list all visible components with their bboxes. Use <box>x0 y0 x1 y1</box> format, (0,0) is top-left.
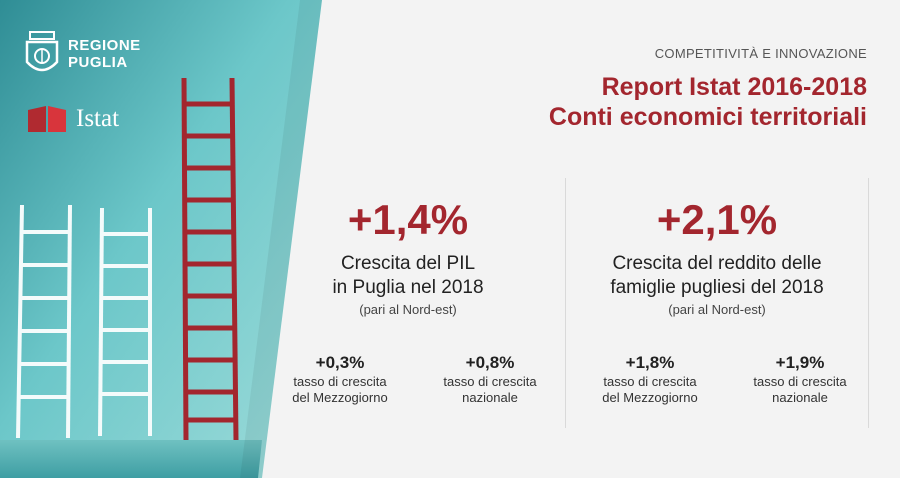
reddito-description: Crescita del reddito delle famiglie pugl… <box>587 252 847 300</box>
red-ladder <box>181 77 239 441</box>
reddito-desc-line-1: Crescita del reddito delle <box>612 253 822 274</box>
pil-value: +1,4% <box>347 196 469 243</box>
reddito-desc-line-2: famiglie pugliesi del 2018 <box>610 277 824 298</box>
title-line-2: Conti economici territoriali <box>548 103 867 131</box>
reddito-mezzogiorno-stat: +1,8% tasso di crescita del Mezzogiorno <box>580 352 720 406</box>
regione-label: REGIONE <box>68 37 141 54</box>
pil-desc-line-1: Crescita del PIL <box>340 253 476 274</box>
stat-label-line-1: tasso di crescita <box>603 374 697 389</box>
white-ladder-middle <box>98 207 152 437</box>
istat-mark-icon <box>28 106 66 132</box>
crest-icon <box>25 31 59 72</box>
pil-description: Crescita del PIL in Puglia nel 2018 <box>278 252 538 300</box>
pil-desc-line-2: in Puglia nel 2018 <box>332 277 484 298</box>
stat-label-line-2: del Mezzogiorno <box>602 390 698 405</box>
stat-label-line-1: tasso di crescita <box>443 374 537 389</box>
stat-label: tasso di crescita del Mezzogiorno <box>580 374 720 406</box>
stat-value: +0,3% <box>315 353 365 372</box>
section-kicker: COMPETITIVITÀ E INNOVAZIONE <box>654 46 867 61</box>
pil-nazionale-stat: +0,8% tasso di crescita nazionale <box>420 352 560 406</box>
pil-note: (pari al Nord-est) <box>359 302 457 317</box>
pil-panel: +1,4% Crescita del PIL in Puglia nel 201… <box>278 196 538 317</box>
pil-mezzogiorno-stat: +0,3% tasso di crescita del Mezzogiorno <box>270 352 410 406</box>
reddito-value: +2,1% <box>656 196 778 243</box>
stat-value: +0,8% <box>465 353 515 372</box>
right-edge-divider <box>868 178 869 428</box>
reddito-nazionale-stat: +1,9% tasso di crescita nazionale <box>730 352 870 406</box>
stat-label-line-2: nazionale <box>462 390 518 405</box>
stat-label-line-1: tasso di crescita <box>753 374 847 389</box>
stat-value: +1,9% <box>775 353 825 372</box>
reddito-panel: +2,1% Crescita del reddito delle famigli… <box>587 196 847 317</box>
column-divider <box>565 178 566 428</box>
reddito-note: (pari al Nord-est) <box>668 302 766 317</box>
white-ladder-left <box>16 204 72 439</box>
istat-label: Istat <box>76 105 120 132</box>
reddito-sub-stats: +1,8% tasso di crescita del Mezzogiorno … <box>580 352 870 406</box>
stat-label: tasso di crescita nazionale <box>730 374 870 406</box>
stat-label-line-2: nazionale <box>772 390 828 405</box>
istat-logo: Istat <box>26 104 119 134</box>
page-title: Report Istat 2016-2018 Conti economici t… <box>549 72 867 132</box>
stat-value: +1,8% <box>625 353 675 372</box>
stat-label-line-1: tasso di crescita <box>293 374 387 389</box>
regione-puglia-logo: REGIONE PUGLIA <box>24 30 141 78</box>
title-line-1: Report Istat 2016-2018 <box>601 73 867 101</box>
puglia-label: PUGLIA <box>68 54 128 71</box>
stat-label: tasso di crescita nazionale <box>420 374 560 406</box>
stat-label-line-2: del Mezzogiorno <box>292 390 388 405</box>
stat-label: tasso di crescita del Mezzogiorno <box>270 374 410 406</box>
pil-sub-stats: +0,3% tasso di crescita del Mezzogiorno … <box>270 352 560 406</box>
